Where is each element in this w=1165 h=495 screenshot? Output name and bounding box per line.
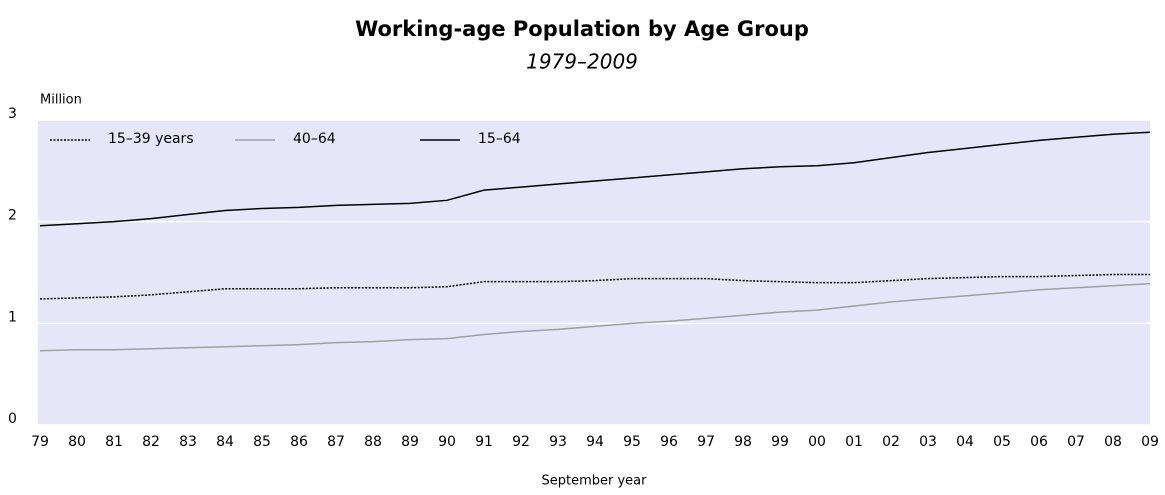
x-axis-label: September year xyxy=(542,474,648,489)
legend-label: 15–39 years xyxy=(108,131,194,147)
x-tick-label: 95 xyxy=(623,434,641,450)
chart-subtitle: 1979–2009 xyxy=(526,50,638,74)
series-line xyxy=(39,131,1151,227)
legend-label: 40–64 xyxy=(293,131,336,147)
x-tick-label: 80 xyxy=(68,434,86,450)
x-tick-label: 98 xyxy=(734,434,752,450)
y-tick-label: 1 xyxy=(8,309,17,325)
x-tick-label: 93 xyxy=(549,434,567,450)
x-tick-label: 02 xyxy=(882,434,900,450)
x-tick-label: 87 xyxy=(327,434,345,450)
x-tick-label: 85 xyxy=(253,434,271,450)
x-tick-label: 83 xyxy=(179,434,197,450)
x-tick-label: 97 xyxy=(697,434,715,450)
x-tick-label: 06 xyxy=(1030,434,1048,450)
x-tick-label: 86 xyxy=(290,434,308,450)
series-line xyxy=(39,282,1151,352)
y-tick-label: 0 xyxy=(8,411,17,427)
x-tick-label: 89 xyxy=(401,434,419,450)
x-tick-label: 91 xyxy=(475,434,493,450)
x-tick-label: 79 xyxy=(31,434,49,450)
legend-label: 15–64 xyxy=(478,131,521,147)
x-tick-label: 88 xyxy=(364,434,382,450)
x-tick-label: 07 xyxy=(1067,434,1085,450)
plot-area xyxy=(38,120,1150,425)
x-tick-label: 94 xyxy=(586,434,604,450)
x-tick-label: 01 xyxy=(845,434,863,450)
x-tick-label: 82 xyxy=(142,434,160,450)
x-tick-label: 99 xyxy=(771,434,789,450)
y-tick-label: 3 xyxy=(8,106,17,122)
x-tick-label: 92 xyxy=(512,434,530,450)
x-tick-label: 09 xyxy=(1141,434,1159,450)
x-tick-label: 04 xyxy=(956,434,974,450)
x-tick-label: 84 xyxy=(216,434,234,450)
x-tick-label: 00 xyxy=(808,434,826,450)
x-tick-label: 05 xyxy=(993,434,1011,450)
x-tick-label: 08 xyxy=(1104,434,1122,450)
x-tick-label: 96 xyxy=(660,434,678,450)
x-tick-label: 03 xyxy=(919,434,937,450)
y-tick-label: 2 xyxy=(8,208,17,224)
x-tick-label: 81 xyxy=(105,434,123,450)
chart-title: Working-age Population by Age Group xyxy=(355,17,809,41)
x-tick-label: 90 xyxy=(438,434,456,450)
y-axis-label: Million xyxy=(40,93,82,108)
series-line xyxy=(39,273,1150,300)
